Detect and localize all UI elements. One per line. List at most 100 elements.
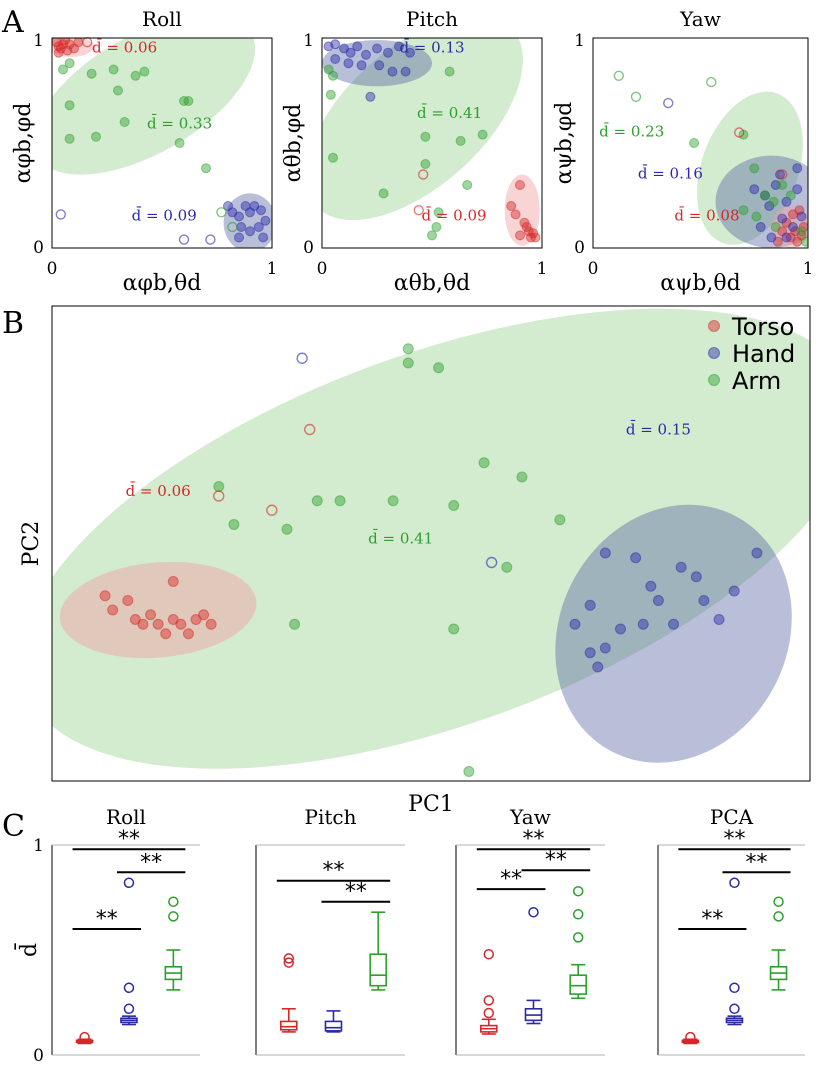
- roll-arm-point: [174, 138, 185, 148]
- pca-arm-point: [311, 495, 323, 507]
- yaw-arm-point: [768, 196, 779, 207]
- roll-hand-point: [245, 226, 255, 237]
- pca-torso-point: [167, 576, 179, 587]
- yaw-hand-point: [777, 213, 788, 224]
- roll-ytick-1: 1: [33, 31, 44, 51]
- yaw-box-torso-outlier: [483, 948, 495, 960]
- roll-title: Roll: [142, 7, 182, 31]
- yaw-box-significance-label: **: [500, 867, 522, 892]
- yaw-frame: [592, 37, 809, 249]
- pca-arm-point: [448, 500, 460, 511]
- roll-arm-annotation: d̄ = 0.33: [147, 114, 212, 132]
- pitch-arm-annotation: d̄ = 0.41: [417, 104, 482, 122]
- pca-torso-point: [107, 604, 119, 616]
- pitch-torso-point: [530, 232, 541, 243]
- pitch-title: Pitch: [406, 7, 458, 31]
- pitch-box-title: Pitch: [305, 805, 357, 829]
- pitch-plot-area: [322, 38, 541, 246]
- pca-hand-point: [728, 585, 740, 597]
- pitch-hand-point: [374, 60, 385, 71]
- yaw-torso-outlier-point: [734, 127, 745, 138]
- pitch-xtick-1: 1: [537, 259, 548, 279]
- yaw-box-torso-outlier: [483, 995, 495, 1006]
- roll-hand-outlier-point: [205, 234, 216, 245]
- pca-hand-point: [637, 618, 649, 630]
- yaw-xtick-1: 1: [803, 259, 814, 279]
- roll-arm-point: [64, 100, 75, 111]
- pca-arm-point: [387, 495, 399, 507]
- pca-torso-point: [160, 628, 172, 640]
- roll-xlabel: αφb,θd: [123, 271, 202, 296]
- pca-box-arm-outlier: [773, 896, 784, 907]
- pitch-hand-point: [352, 41, 363, 52]
- pca-ylabel: PC2: [19, 521, 44, 567]
- roll-arm-ellipse: [52, 38, 256, 175]
- pitch-scatter-panel: d̄ = 0.13 d̄ = 0.41 d̄ = 0.09 Pitch 0 1 0 1 αθb,…: [281, 7, 548, 296]
- roll-arm-point: [64, 133, 75, 144]
- pca-torso-point: [205, 618, 217, 630]
- roll-box-torso-outlier: [79, 1031, 90, 1043]
- yaw-hand-annotation: d̄ = 0.16: [638, 164, 703, 182]
- roll-plot-area: [52, 38, 272, 248]
- roll-box-significance-label: **: [140, 850, 162, 875]
- pca-box-hand-outlier: [729, 877, 740, 889]
- pca-hand-outlier-point: [485, 556, 498, 569]
- yaw-box-arm-outlier: [572, 909, 584, 920]
- roll-hand-outlier-point: [55, 209, 66, 220]
- legend-hand-marker: [708, 347, 720, 359]
- roll-ytick-0: 0: [33, 238, 44, 258]
- yaw-hand-point: [792, 163, 803, 174]
- pca-hand-point: [713, 614, 725, 625]
- pitch-torso-point: [510, 209, 521, 220]
- pca-box-significance-label: **: [701, 907, 723, 932]
- pca-hand-point: [652, 595, 664, 606]
- yaw-box-significance-label: **: [522, 827, 544, 852]
- roll-hand-point: [260, 215, 271, 226]
- roll-arm-point: [64, 58, 75, 69]
- roll-box-ytick-0: 0: [33, 1046, 44, 1066]
- roll-arm-outlier-point: [216, 207, 227, 218]
- pitch-boxplot-panel: Pitch ****: [255, 805, 405, 1056]
- pca-hand-point: [698, 595, 710, 606]
- pitch-box-torso-box: [279, 1020, 298, 1031]
- yaw-ytick-1: 1: [574, 31, 585, 51]
- pca-hand-point: [668, 618, 680, 630]
- pca-torso-point: [152, 618, 164, 630]
- pca-arm-ellipse: [52, 308, 810, 769]
- pitch-hand-point: [343, 58, 354, 69]
- yaw-ytick-0: 0: [574, 238, 585, 258]
- roll-hand-annotation: d̄ = 0.09: [132, 206, 197, 224]
- roll-torso-point: [62, 45, 73, 56]
- legend-arm-label: Arm: [732, 367, 781, 395]
- pca-torso-point: [175, 618, 187, 630]
- pca-arm-point: [402, 343, 414, 355]
- pca-arm-point: [228, 519, 240, 530]
- pitch-arm-point: [328, 70, 338, 81]
- pca-hand-point: [615, 623, 626, 635]
- roll-box-ylabel: d̄: [14, 943, 42, 957]
- yaw-arm-point: [749, 163, 760, 174]
- pca-plot-area: [52, 308, 810, 777]
- roll-arm-point: [130, 70, 141, 81]
- pca-hand-annotation: d̄ = 0.15: [626, 420, 691, 438]
- pitch-arm-point: [455, 135, 466, 146]
- roll-hand-point: [258, 232, 269, 243]
- yaw-box-arm-outlier: [572, 932, 584, 943]
- pca-torso-outlier-point: [266, 504, 278, 516]
- pca-arm-point: [213, 481, 225, 492]
- yaw-hand-point: [766, 232, 777, 243]
- pitch-hand-point: [356, 60, 367, 71]
- pitch-ytick-1: 1: [303, 31, 314, 51]
- yaw-hand-point: [787, 222, 798, 232]
- pca-arm-point: [478, 457, 490, 469]
- yaw-torso-outlier-point: [777, 169, 788, 180]
- roll-ylabel: αφb,φd: [11, 103, 36, 184]
- yaw-hand-point: [749, 184, 760, 195]
- pca-hand-point: [592, 661, 604, 673]
- pca-torso-outlier-point: [304, 423, 316, 436]
- pca-arm-point: [402, 357, 414, 369]
- roll-box-hand-outlier: [123, 877, 135, 889]
- yaw-box-significance-label: **: [545, 848, 567, 873]
- yaw-hand-outlier-point: [663, 97, 674, 109]
